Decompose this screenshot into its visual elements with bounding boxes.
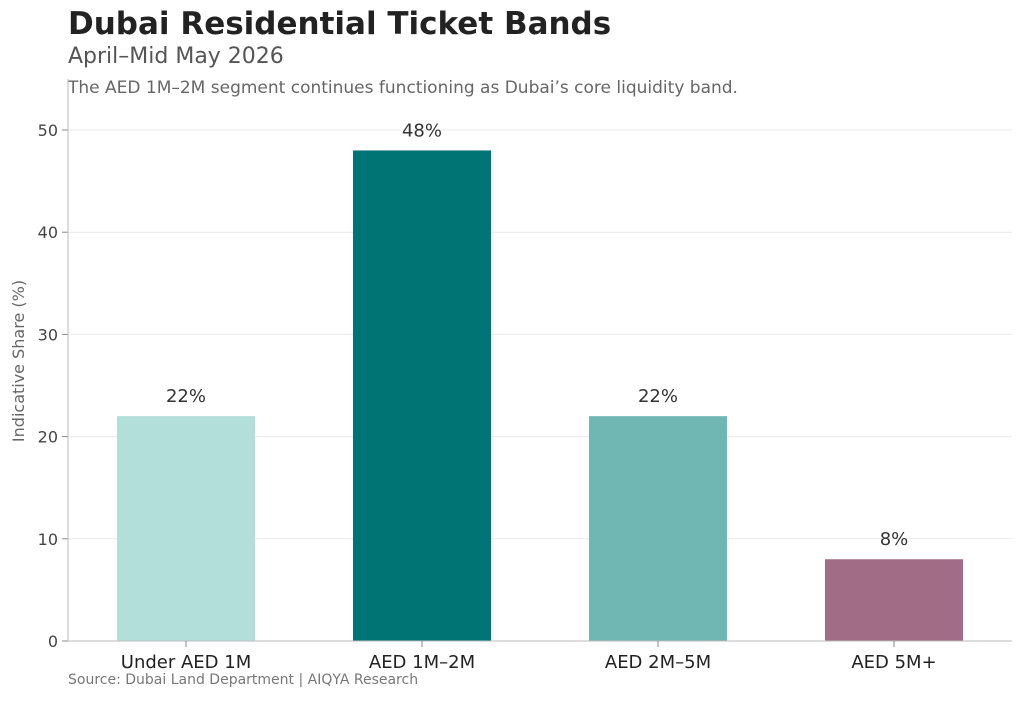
y-tick-label: 10 [38,530,58,549]
labels: 22% 48% 22% 8% [166,120,908,550]
x-tick-label: AED 5M+ [851,652,936,673]
chart-subtitle: April–Mid May 2026 [68,44,284,69]
y-tick-label: 0 [48,632,58,651]
bar [824,559,964,641]
y-tick-label: 50 [38,121,58,140]
x-tick-label: Under AED 1M [121,652,251,673]
bars [116,150,964,641]
y-tick-label: 40 [38,223,58,242]
data-label: 8% [880,529,909,550]
bar [116,416,256,641]
y-tick-label: 20 [38,428,58,447]
bar [352,150,492,641]
data-label: 22% [166,386,206,407]
data-label: 22% [638,386,678,407]
chart-note: The AED 1M–2M segment continues function… [68,78,738,98]
bar [588,416,728,641]
source-note: Source: Dubai Land Department | AIQYA Re… [68,672,419,688]
axes: 0 10 20 30 40 50 Under AED 1M AED 1M–2M AED 2M–5… [9,79,1012,673]
x-tick-label: AED 2M–5M [605,652,711,673]
y-tick-label: 30 [38,325,58,344]
y-axis-title: Indicative Share (%) [9,280,28,442]
x-tick-label: AED 1M–2M [369,652,475,673]
data-label: 48% [402,120,442,141]
chart-title: Dubai Residential Ticket Bands [68,6,612,42]
